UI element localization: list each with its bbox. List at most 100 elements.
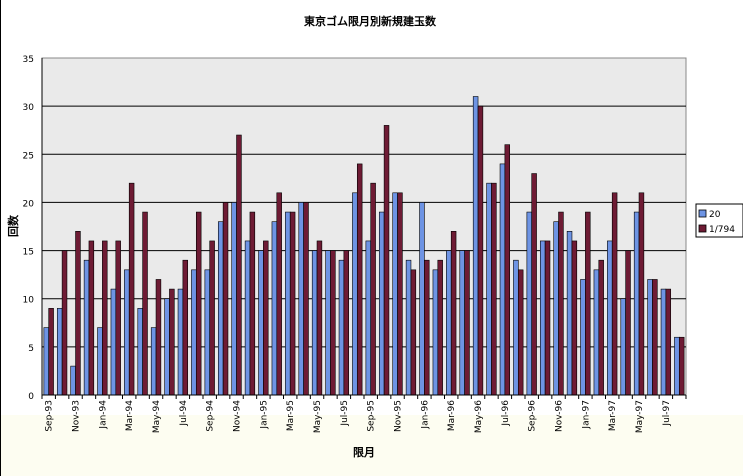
bar: [598, 259, 604, 396]
gridlines: [42, 105, 686, 348]
bar: [182, 259, 189, 396]
x-tick-label: May-96: [474, 400, 484, 433]
bar: [343, 250, 349, 396]
bar: [352, 192, 358, 396]
bar: [110, 288, 117, 396]
bar: [499, 163, 506, 396]
y-tick-label: 15: [23, 248, 34, 258]
x-tick-label: Nov-96: [555, 400, 565, 432]
x-tick-label: Mar-96: [447, 400, 457, 431]
bar: [289, 211, 296, 396]
bar: [155, 279, 162, 396]
y-tick-label: 0: [28, 392, 34, 402]
bar: [607, 240, 613, 396]
bar: [56, 308, 63, 396]
bar: [236, 134, 242, 396]
bar: [378, 211, 385, 396]
bar: [204, 269, 211, 396]
y-tick-label: 35: [23, 55, 34, 65]
bar: [325, 250, 331, 396]
bar: [491, 182, 497, 396]
x-axis-label: 限月: [353, 445, 375, 459]
axes: 0 5 10 15 20 25 30 35 Sep-93 Nov-93 Jan-94 Mar-94 Ma…: [23, 55, 687, 433]
y-tick-label: 25: [23, 151, 34, 161]
bar: [593, 269, 600, 396]
bar: [432, 269, 439, 396]
x-tick-label: May-94: [152, 400, 162, 433]
bar: [209, 240, 215, 396]
bars: [43, 96, 685, 396]
bar: [544, 240, 551, 396]
bar: [330, 250, 336, 396]
bar: [231, 202, 237, 396]
bar: [370, 182, 376, 396]
bar: [531, 173, 537, 396]
bar: [298, 202, 304, 396]
bar: [665, 288, 672, 396]
bar: [450, 231, 457, 396]
x-tick-label: Jan-95: [259, 400, 269, 430]
bar: [486, 182, 492, 396]
x-tick-label: Jan-94: [98, 400, 108, 430]
bar: [83, 259, 90, 396]
x-tick-label: Mar-95: [286, 400, 296, 431]
bar: [48, 308, 54, 396]
x-tick-label: Jul-97: [662, 400, 672, 427]
bar: [660, 288, 667, 396]
bar: [244, 240, 251, 396]
bar: [271, 221, 278, 396]
y-axis-label: 回数: [6, 214, 20, 237]
x-tick-label: Sep-95: [367, 400, 377, 432]
bar: [338, 259, 345, 396]
y-tick-label: 30: [23, 103, 35, 113]
bar: [513, 259, 519, 396]
bar: [88, 240, 95, 396]
legend-label-series-1: 20: [709, 210, 721, 220]
x-tick-label: Jul-95: [340, 400, 350, 427]
y-tick-label: 5: [28, 344, 34, 354]
x-tick-label: Jul-96: [501, 400, 511, 427]
bar: [142, 211, 148, 396]
legend: 20 1/794: [695, 203, 743, 238]
x-tick-label: May-97: [635, 400, 645, 433]
x-tick-label: Jan-96: [420, 400, 430, 430]
bar: [504, 144, 510, 396]
bar: [303, 202, 309, 396]
bar: [585, 211, 591, 396]
legend-swatch-series-2: [698, 224, 707, 233]
bar: [472, 96, 479, 396]
bar: [397, 192, 403, 396]
bar: [566, 231, 573, 396]
bar: [150, 327, 157, 396]
bar: [164, 298, 170, 396]
bar: [437, 259, 443, 396]
x-tick-label: Sep-96: [528, 400, 538, 432]
bar: [195, 211, 202, 396]
bar: [424, 259, 430, 396]
bar: [383, 125, 390, 396]
bar: [678, 336, 685, 396]
bar: [222, 202, 229, 396]
bar: [674, 336, 680, 396]
x-tick-label: Sep-93: [45, 400, 55, 432]
bar: [446, 250, 452, 396]
legend-label-series-2: 1/794: [709, 225, 735, 235]
bar: [128, 182, 135, 396]
bar: [276, 192, 282, 396]
x-tick-label: Nov-94: [233, 400, 243, 432]
bar: [517, 269, 524, 396]
bar: [553, 221, 559, 396]
x-tick-label: Mar-94: [125, 400, 135, 431]
y-tick-label: 10: [23, 296, 35, 306]
bar: [70, 365, 76, 396]
bar: [580, 279, 586, 396]
bar: [620, 298, 626, 396]
bar: [137, 308, 143, 396]
bar: [464, 250, 470, 396]
bar: [459, 250, 465, 396]
bar: [526, 211, 533, 396]
bar: [97, 327, 103, 396]
x-tick-label: Nov-95: [394, 400, 404, 432]
bar: [217, 221, 224, 396]
